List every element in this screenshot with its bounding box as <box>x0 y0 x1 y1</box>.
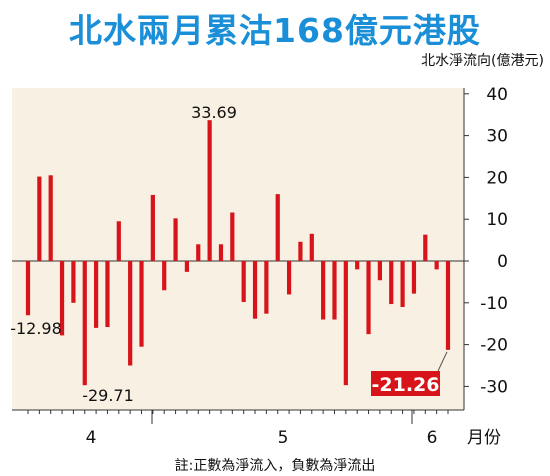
bar <box>184 261 190 272</box>
callout-line <box>437 351 448 372</box>
bar <box>162 261 167 291</box>
bar <box>286 261 292 295</box>
highlight-label-box <box>371 371 440 396</box>
data-label: -12.98 <box>10 319 62 338</box>
bar <box>230 212 235 261</box>
bar <box>389 261 394 305</box>
month-label: 5 <box>278 428 289 448</box>
y-axis-label: 北水淨流向(億港元) <box>421 53 544 69</box>
y-tick-label: -10 <box>480 294 508 314</box>
bar <box>275 194 280 261</box>
bar <box>321 261 326 320</box>
bar <box>218 244 224 261</box>
chart-title: 北水兩月累沽168億元港股 <box>69 11 481 50</box>
y-axis: 40 30 20 10 0 -10 -20 -30 <box>463 85 508 410</box>
bar <box>445 261 451 350</box>
bar <box>94 261 99 328</box>
bar <box>343 261 348 386</box>
bar <box>37 176 42 261</box>
bar <box>71 261 76 303</box>
data-label: 33.69 <box>191 103 237 122</box>
bar <box>196 244 201 261</box>
bar <box>82 261 87 386</box>
bar <box>355 261 360 270</box>
bar <box>423 234 428 261</box>
bar <box>252 261 258 319</box>
bar <box>173 218 178 261</box>
x-axis-label: 月份 <box>467 428 501 448</box>
bar <box>377 261 382 281</box>
bar <box>241 261 246 302</box>
bar <box>139 261 144 347</box>
data-label: -29.71 <box>82 386 134 405</box>
month-label: 6 <box>427 428 438 448</box>
bar <box>411 261 417 294</box>
bar <box>309 233 314 261</box>
bar <box>264 261 269 314</box>
bar <box>366 261 371 335</box>
plot-background <box>12 88 464 410</box>
y-tick-label: 20 <box>486 168 508 188</box>
bar <box>207 120 212 262</box>
bar <box>400 261 405 307</box>
y-tick-label: 0 <box>497 252 508 272</box>
bar <box>128 261 133 366</box>
data-labels: -12.98 -29.71 33.69 -21.26 <box>10 103 448 405</box>
bar <box>48 175 53 261</box>
y-tick-label: 30 <box>486 127 508 147</box>
bar <box>116 221 121 261</box>
bar <box>105 261 110 328</box>
footnote: 註:正數為淨流入，負數為淨流出 <box>174 458 376 474</box>
bar <box>434 261 439 270</box>
bar <box>298 241 303 261</box>
data-label: -21.26 <box>372 374 440 396</box>
x-axis: 4 5 6 月份 <box>12 409 501 448</box>
bar <box>25 261 31 316</box>
y-tick-label: 40 <box>486 85 508 105</box>
y-tick-label: 10 <box>486 210 508 230</box>
bar <box>150 194 155 261</box>
y-tick-label: -20 <box>480 336 508 356</box>
month-label: 4 <box>86 428 97 448</box>
bars <box>12 120 464 386</box>
bar <box>59 261 65 336</box>
y-tick-label: -30 <box>480 377 508 397</box>
bar <box>332 261 337 320</box>
